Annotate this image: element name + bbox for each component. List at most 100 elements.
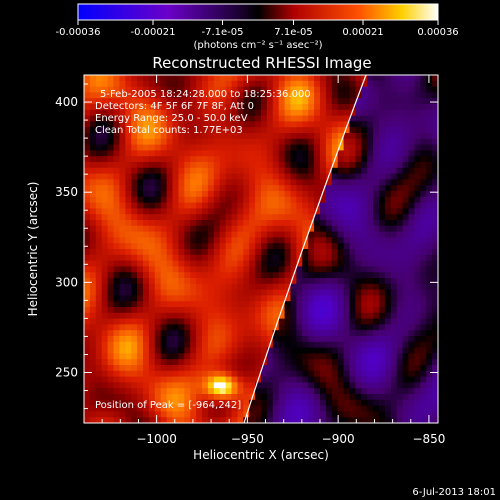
heatmap-cell: [137, 341, 144, 348]
heatmap-cell: [255, 330, 262, 337]
heatmap-cell: [290, 75, 297, 82]
heatmap-cell: [131, 138, 138, 145]
heatmap-cell: [113, 394, 120, 401]
heatmap-cell: [432, 347, 438, 354]
heatmap-cell: [154, 301, 162, 308]
heatmap-cell: [225, 167, 232, 174]
heatmap-cell: [426, 237, 433, 244]
heatmap-cell: [184, 289, 191, 296]
heatmap-cell: [125, 173, 132, 180]
heatmap-cell: [296, 307, 303, 314]
heatmap-cell: [101, 278, 108, 285]
heatmap-cell: [131, 341, 138, 348]
heatmap-cell: [231, 388, 238, 395]
heatmap-cell: [231, 312, 238, 319]
heatmap-cell: [160, 196, 167, 203]
heatmap-cell: [290, 156, 297, 163]
heatmap-cell: [196, 324, 203, 331]
heatmap-cell: [119, 243, 126, 250]
heatmap-cell: [402, 283, 409, 290]
heatmap-cell: [396, 249, 403, 256]
heatmap-cell: [284, 80, 291, 87]
heatmap-cell: [95, 312, 103, 319]
heatmap-cell: [296, 138, 303, 145]
heatmap-cell: [154, 179, 162, 186]
heatmap-cell: [143, 254, 150, 261]
heatmap-cell: [231, 104, 238, 111]
heatmap-cell: [243, 80, 250, 87]
heatmap-cell: [255, 307, 262, 314]
heatmap-cell: [426, 243, 433, 250]
heatmap-cell: [325, 312, 333, 319]
heatmap-cell: [432, 75, 438, 82]
heatmap-cell: [219, 179, 226, 186]
heatmap-cell: [137, 92, 144, 99]
heatmap-cell: [154, 231, 162, 238]
heatmap-cell: [414, 394, 421, 401]
heatmap-cell: [172, 138, 179, 145]
heatmap-cell: [290, 394, 297, 401]
heatmap-cell: [367, 266, 374, 273]
heatmap-cell: [325, 370, 333, 377]
heatmap-cell: [107, 133, 114, 140]
heatmap-cell: [337, 324, 344, 331]
heatmap-cell: [202, 92, 209, 99]
heatmap-cell: [213, 307, 221, 314]
heatmap-cell: [89, 312, 97, 319]
chart-title: Reconstructed RHESSI Image: [152, 54, 371, 72]
heatmap-cell: [426, 104, 433, 111]
heatmap-cell: [172, 254, 179, 261]
heatmap-cell: [325, 138, 333, 145]
heatmap-cell: [272, 353, 280, 360]
heatmap-cell: [237, 121, 244, 128]
heatmap-cell: [408, 382, 415, 389]
heatmap-cell: [420, 220, 427, 227]
heatmap-cell: [355, 185, 362, 192]
heatmap-cell: [414, 382, 421, 389]
heatmap-cell: [367, 272, 374, 279]
heatmap-cell: [231, 301, 238, 308]
heatmap-cell: [420, 312, 427, 319]
heatmap-cell: [178, 347, 185, 354]
heatmap-cell: [272, 237, 280, 244]
heatmap-cell: [390, 254, 398, 261]
heatmap-cell: [219, 162, 226, 169]
heatmap-cell: [314, 98, 321, 105]
heatmap-cell: [367, 399, 374, 406]
heatmap-cell: [172, 278, 179, 285]
heatmap-cell: [172, 341, 179, 348]
heatmap-cell: [278, 150, 285, 157]
heatmap-cell: [272, 191, 280, 198]
heatmap-cell: [107, 202, 114, 209]
heatmap-cell: [314, 266, 321, 273]
heatmap-cell: [349, 341, 356, 348]
heatmap-cell: [320, 156, 327, 163]
heatmap-cell: [390, 191, 398, 198]
heatmap-cell: [101, 301, 108, 308]
heatmap-cell: [361, 254, 368, 261]
heatmap-cell: [272, 382, 280, 389]
heatmap-cell: [249, 173, 256, 180]
heatmap-cell: [125, 324, 132, 331]
heatmap-cell: [166, 86, 173, 93]
heatmap-cell: [420, 301, 427, 308]
heatmap-cell: [89, 75, 97, 82]
heatmap-cell: [89, 330, 97, 337]
heatmap-cell: [432, 266, 438, 273]
heatmap-cell: [384, 341, 392, 348]
heatmap-cell: [349, 376, 356, 383]
heatmap-cell: [107, 301, 114, 308]
heatmap-cell: [432, 220, 438, 227]
heatmap-cell: [166, 295, 173, 302]
heatmap-cell: [261, 249, 268, 256]
heatmap-cell: [190, 411, 197, 418]
heatmap-cell: [237, 104, 244, 111]
heatmap-cell: [148, 417, 156, 423]
heatmap-cell: [367, 191, 374, 198]
heatmap-cell: [325, 254, 333, 261]
heatmap-cell: [308, 173, 315, 180]
heatmap-cell: [302, 167, 309, 174]
heatmap-cell: [349, 98, 356, 105]
heatmap-cell: [261, 336, 268, 343]
heatmap-cell: [331, 202, 339, 209]
